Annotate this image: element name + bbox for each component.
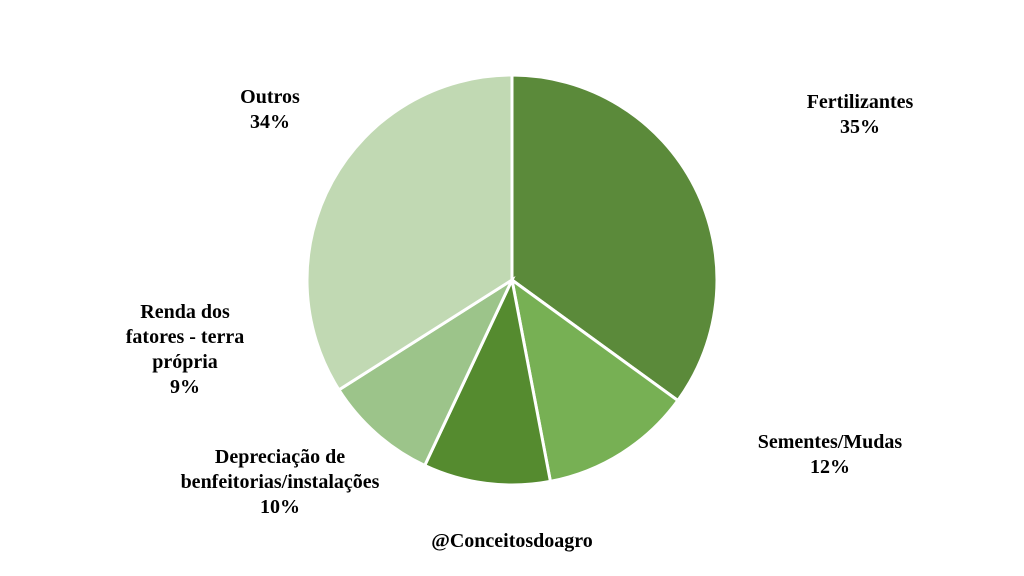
slice-label-fertilizantes: Fertilizantes 35% bbox=[760, 90, 960, 140]
slice-label-outros: Outros 34% bbox=[200, 85, 340, 135]
chart-footer: @Conceitosdoagro bbox=[362, 530, 662, 553]
slice-label-renda-dos-fatores-terra-pr-pria: Renda dos fatores - terra própria 9% bbox=[95, 300, 275, 400]
pie-chart-container: Fertilizantes 35% Sementes/Mudas 12% Depre… bbox=[0, 0, 1024, 576]
slice-label-sementes-mudas: Sementes/Mudas 12% bbox=[720, 430, 940, 480]
slice-label-deprecia-o-de-benfeitorias-instala-es: Depreciação de benfeitorias/instalações … bbox=[120, 445, 440, 520]
